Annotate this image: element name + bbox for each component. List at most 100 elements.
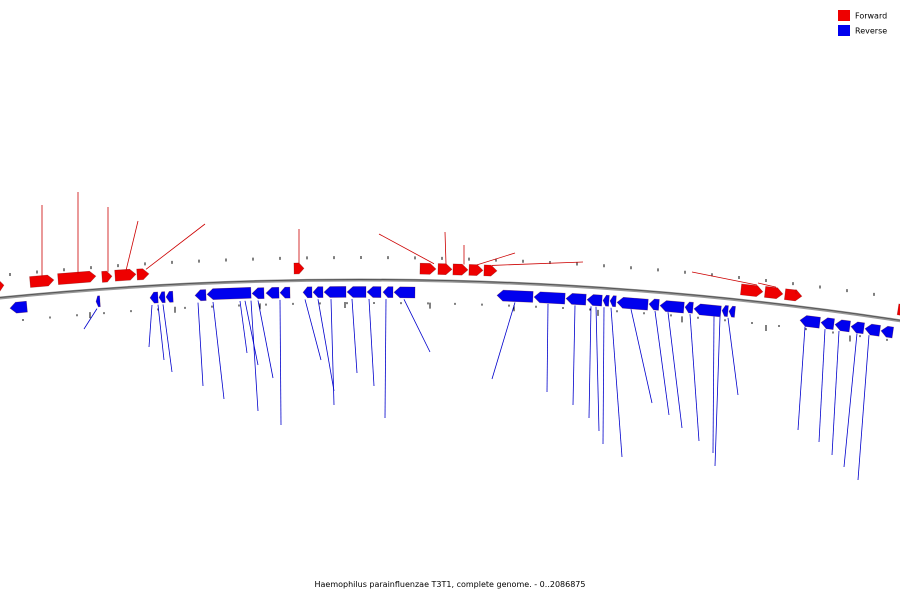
backbone-arc-shadow <box>0 278 900 323</box>
reverse-gene-arrow <box>850 321 865 335</box>
reverse-leader-line <box>148 304 153 348</box>
forward-leader-line <box>476 252 516 266</box>
forward-gene-arrow <box>452 263 469 276</box>
reverse-leader-line <box>595 306 600 432</box>
reverse-gene-arrow <box>279 286 291 299</box>
forward-gene-arrow <box>468 264 484 276</box>
forward-gene-arrow <box>784 288 803 302</box>
legend-forward-swatch <box>838 10 850 21</box>
reverse-gene-arrow <box>382 286 394 298</box>
forward-leader-line <box>491 261 584 266</box>
reverse-gene-arrow <box>648 298 660 311</box>
reverse-gene-arrow <box>149 291 159 304</box>
legend-reverse-swatch <box>838 25 850 36</box>
reverse-leader-line <box>403 299 431 353</box>
genome-backbone <box>0 278 900 323</box>
forward-gene-arrow <box>419 262 437 275</box>
reverse-leader-line <box>317 299 335 392</box>
reverse-gene-arrow <box>9 300 28 314</box>
legend-reverse-label: Reverse <box>855 27 887 36</box>
reverse-gene-arrow <box>95 295 101 308</box>
forward-gene-arrow <box>764 286 784 300</box>
forward-gene-arrow <box>136 268 150 281</box>
reverse-gene-arrow <box>565 293 587 306</box>
reverse-leader-line <box>491 302 516 380</box>
scale-ticks <box>9 256 888 342</box>
reverse-leader-line <box>818 329 826 443</box>
reverse-leader-line <box>351 298 358 374</box>
forward-gene-arrow <box>293 262 305 275</box>
reverse-leader-line <box>239 300 248 354</box>
reverse-leader-line <box>244 300 259 366</box>
reverse-leader-line <box>654 311 670 416</box>
reverse-leader-line <box>797 326 806 431</box>
reverse-leader-line <box>610 307 623 458</box>
reverse-leader-line <box>667 312 683 429</box>
forward-leader-line <box>378 233 435 265</box>
reverse-gene-arrow <box>586 294 603 307</box>
forward-leader-line <box>444 231 447 265</box>
gene-features <box>0 262 900 339</box>
reverse-leader-line <box>157 304 165 361</box>
forward-gene-arrow <box>0 279 5 292</box>
reverse-gene-arrow <box>194 289 207 302</box>
reverse-leader-line <box>714 317 721 467</box>
reverse-leader-line <box>304 299 322 361</box>
forward-gene-arrow <box>896 303 900 316</box>
reverse-leader-line <box>712 316 715 454</box>
reverse-gene-arrow <box>602 294 610 307</box>
reverse-leader-line <box>546 303 549 393</box>
reverse-gene-arrow <box>496 289 534 303</box>
reverse-leader-line <box>330 299 335 406</box>
reverse-gene-arrow <box>864 323 881 337</box>
reverse-gene-arrow <box>265 286 280 299</box>
reverse-gene-arrow <box>302 286 313 299</box>
backbone-arc <box>0 279 900 321</box>
reverse-leader-line <box>368 298 375 387</box>
forward-gene-arrow <box>57 270 97 285</box>
reverse-gene-arrow <box>684 301 694 314</box>
reverse-gene-arrow <box>312 286 324 298</box>
legend: Forward Reverse <box>838 10 887 36</box>
forward-gene-arrow <box>29 274 55 288</box>
reverse-gene-arrow <box>799 315 821 329</box>
reverse-gene-arrow <box>251 287 265 300</box>
reverse-leader-line <box>727 317 739 396</box>
reverse-gene-arrow <box>616 296 649 311</box>
reverse-gene-arrow <box>721 305 729 317</box>
reverse-gene-arrow <box>880 325 895 339</box>
forward-gene-arrow <box>114 268 137 282</box>
reverse-leader-line <box>162 304 173 373</box>
reverse-gene-arrow <box>693 303 722 318</box>
reverse-gene-arrow <box>659 300 685 314</box>
reverse-leader-line <box>197 302 204 387</box>
reverse-gene-arrow <box>165 290 174 303</box>
forward-leader-line <box>125 220 139 271</box>
reverse-gene-arrow <box>834 319 851 333</box>
reverse-leader-line <box>279 299 282 426</box>
reverse-gene-arrow <box>158 291 166 304</box>
map-title: Haemophilus parainfluenzae T3T1, complet… <box>315 580 586 589</box>
reverse-leader-line <box>630 309 653 404</box>
forward-leader-line <box>757 282 777 288</box>
forward-gene-arrow <box>740 283 764 297</box>
reverse-gene-arrow <box>206 286 252 300</box>
reverse-gene-arrow <box>323 286 347 298</box>
reverse-leader-line <box>384 299 387 419</box>
forward-gene-arrow <box>437 263 453 275</box>
reverse-leader-line <box>602 307 605 445</box>
reverse-gene-arrow <box>728 305 736 318</box>
reverse-leader-line <box>572 305 576 406</box>
forward-gene-arrow <box>101 270 113 283</box>
reverse-leader-line <box>689 314 700 442</box>
forward-leader-line <box>145 223 206 270</box>
gene-labels <box>41 192 870 481</box>
forward-gene-arrow <box>483 264 498 277</box>
reverse-gene-arrow <box>609 295 617 308</box>
reverse-leader-line <box>250 300 259 412</box>
legend-forward-label: Forward <box>855 12 887 21</box>
reverse-leader-line <box>588 306 592 419</box>
reverse-leader-line <box>212 301 225 400</box>
reverse-gene-arrow <box>366 286 382 298</box>
